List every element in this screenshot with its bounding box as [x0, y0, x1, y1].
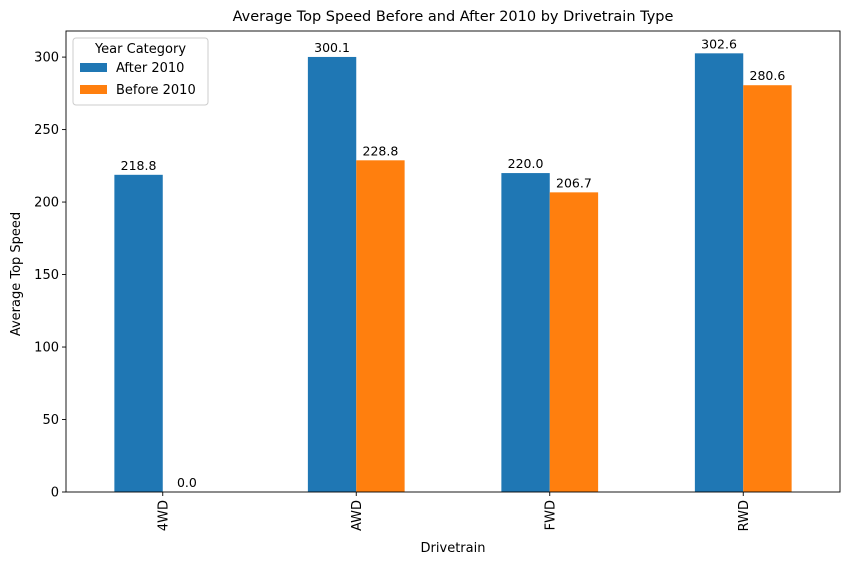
plot-area: 218.8 300.1 220.0 302.6 0.0 228.8 206.7 280.6 0 5…: [34, 30, 841, 531]
bar: [356, 160, 405, 492]
data-label: 228.8: [363, 143, 399, 158]
bar: [694, 53, 744, 492]
x-axis-label: Drivetrain: [421, 541, 486, 556]
data-label: 220.0: [508, 156, 544, 171]
axes-frame: [65, 30, 841, 493]
y-tick-label: 200: [34, 196, 59, 211]
legend: Year Category After 2010 Before 2010: [72, 37, 209, 106]
legend-swatch: [80, 85, 107, 94]
data-label: 0.0: [177, 475, 197, 490]
bar: [501, 173, 550, 492]
y-tick-label: 50: [42, 413, 59, 428]
y-axis-label: Average Top Speed: [9, 212, 24, 336]
data-label: 218.8: [121, 158, 157, 173]
legend-swatch: [80, 63, 107, 72]
x-tick-label: AWD: [350, 500, 365, 531]
x-tick-label: FWD: [543, 500, 558, 530]
legend-title: Year Category: [94, 42, 186, 57]
data-label: 206.7: [556, 175, 592, 190]
x-tick-label: 4WD: [156, 500, 171, 531]
chart-title: Average Top Speed Before and After 2010 …: [233, 9, 674, 25]
bar: [307, 56, 357, 492]
y-tick-label: 250: [34, 123, 59, 138]
y-tick-label: 150: [34, 268, 59, 283]
y-tick-label: 0: [51, 486, 59, 501]
bar: [743, 85, 792, 493]
data-label: 300.1: [314, 40, 350, 55]
legend-entry: Before 2010: [116, 83, 196, 98]
data-label: 302.6: [701, 36, 737, 51]
y-tick-label: 100: [34, 341, 59, 356]
data-label: 280.6: [750, 68, 786, 83]
legend-entry: After 2010: [116, 61, 184, 76]
bar: [114, 174, 163, 492]
x-tick-label: RWD: [737, 500, 752, 531]
bar: [549, 192, 599, 492]
y-tick-label: 300: [34, 51, 59, 66]
